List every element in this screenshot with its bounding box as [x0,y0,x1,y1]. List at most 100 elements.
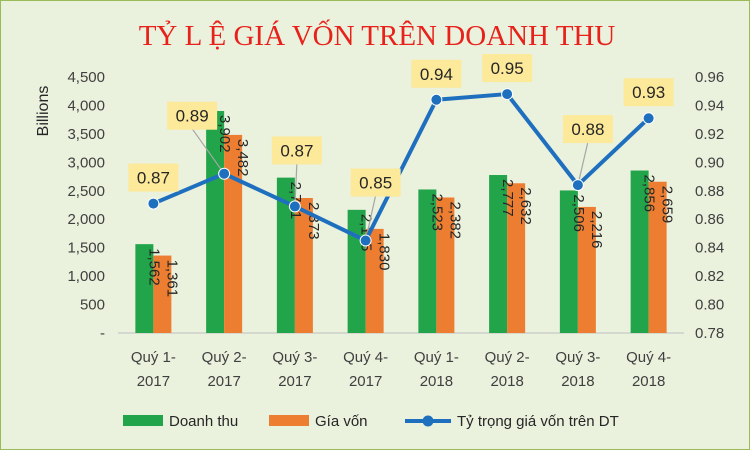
x-category-label: 2017 [137,373,170,390]
y2-tick-label: 0.92 [695,126,724,143]
bar-gia-von [153,255,172,333]
y2-tick-label: 0.90 [695,154,724,171]
bar-doanh-thu [135,244,154,333]
ratio-label-box [167,101,218,130]
bar-label-gia-von: 2,216 [588,211,605,249]
legend-swatch-gia-von [269,415,309,426]
x-category-label: Quý 1- [131,349,176,366]
ratio-line [152,92,650,243]
y2-tick-label: 0.86 [695,211,724,228]
y2-tick-label: 0.94 [695,97,724,114]
label-leader-lines [191,128,589,241]
legend: Doanh thu Gía vốn Tỷ trọng giá vốn trên DT [123,413,619,430]
ratio-label-box [128,163,179,192]
x-category-label: Quý 4- [626,349,671,366]
y-axis-label: Billions [35,86,52,137]
ratio-label: 0.89 [176,107,209,126]
ratio-label: 0.85 [359,174,392,193]
bar-label-gia-von: 1,361 [163,260,180,298]
ratio-label: 0.87 [280,141,313,160]
bar-gia-von [577,206,596,333]
y-tick-label: 1,500 [67,240,105,257]
bar-label-gia-von: 3,482 [234,139,251,177]
ratio-label-box [623,78,674,107]
bar-label-doanh-thu: 3,902 [216,115,233,153]
x-category-label: 2018 [561,373,594,390]
x-category-label: Quý 3- [272,349,317,366]
ratio-point-marker [218,167,231,180]
ratio-point-marker [501,88,514,101]
ratio-label: 0.88 [571,120,604,139]
bar-label-gia-von: 1,830 [376,233,393,271]
y-tick-label: 3,000 [67,154,105,171]
ratio-label: 0.93 [632,83,665,102]
x-category-label: Quý 2- [202,349,247,366]
y-tick-label: 3,500 [67,126,105,143]
bar-label-doanh-thu: 2,506 [570,194,587,232]
bar-gia-von [436,197,455,333]
ratio-label-box [411,59,462,88]
bar-doanh-thu [276,177,295,333]
y2-tick-label: 0.88 [695,183,724,200]
y-tick-label: 2,500 [67,183,105,200]
x-category-label: 2018 [490,373,523,390]
x-axis-categories: Quý 1- 2017 Quý 2- 2017 Quý 3- 2017 Quý 4- 2017… [131,349,671,390]
ratio-point-marker [642,112,655,125]
x-category-label: 2017 [278,373,311,390]
legend-label-ratio: Tỷ trọng giá vốn trên DT [457,413,619,430]
ratio-point-marker [147,197,160,210]
x-category-label: Quý 3- [555,349,600,366]
y-tick-label: 4,500 [67,69,105,86]
bar-gia-von [507,183,526,333]
ratio-point-marker [571,179,584,192]
y-axis-ticks: - 500 1,000 1,500 2,000 2,500 3,000 3,500 4,000 4… [67,69,105,342]
y2-axis-ticks: 0.78 0.80 0.82 0.84 0.86 0.88 0.90 0.92 0.94 0.96 [695,69,724,342]
x-category-label: Quý 2- [485,349,530,366]
bar-label-gia-von: 2,659 [659,186,676,224]
ratio-point-marker [430,93,443,106]
y2-tick-label: 0.82 [695,268,724,285]
bar-doanh-thu [418,189,437,333]
bar-gia-von [224,134,243,333]
bar-gia-von [648,181,667,333]
bar-label-doanh-thu: 2,523 [428,193,445,231]
x-category-label: 2017 [349,373,382,390]
ratio-label: 0.95 [491,59,524,78]
bar-label-doanh-thu: 1,562 [145,248,162,286]
ratio-line-series [147,88,655,247]
ratio-label-box [350,168,401,197]
ratio-label: 0.87 [137,169,170,188]
legend-label-doanh-thu: Doanh thu [169,413,238,430]
legend-label-gia-von: Gía vốn [315,413,368,430]
ratio-leader-line [294,163,298,207]
ratio-label-box [562,115,613,144]
legend-swatch-ratio-marker [422,415,434,427]
bar-label-gia-von: 2,632 [517,187,534,225]
chart-title: TỶ L Ệ GIÁ VỐN TRÊN DOANH THU [139,18,616,52]
y2-tick-label: 0.84 [695,240,724,257]
bar-gia-von [365,228,384,333]
x-category-label: 2017 [207,373,240,390]
x-category-label: Quý 4- [343,349,388,366]
ratio-leader-line [577,141,589,186]
bar-gia-von [294,198,313,333]
bar-label-gia-von: 2,382 [446,201,463,239]
ratio-label: 0.94 [420,65,453,84]
ratio-data-labels: 0.87 0.89 0.87 0.85 0.94 0.95 0.88 0.93 [128,54,674,197]
bar-doanh-thu [489,175,508,333]
bar-label-gia-von: 2,373 [305,202,322,240]
ratio-leader-line [191,128,225,175]
x-category-label: 2018 [420,373,453,390]
x-category-label: Quý 1- [414,349,459,366]
ratio-label-box [271,136,322,165]
y2-tick-label: 0.80 [695,297,724,314]
x-category-label: 2018 [632,373,665,390]
y2-tick-label: 0.96 [695,69,724,86]
y-tick-label: 1,000 [67,268,105,285]
ratio-point-marker [359,234,372,247]
bar-doanh-thu [630,170,649,333]
y-tick-label: 500 [80,297,105,314]
